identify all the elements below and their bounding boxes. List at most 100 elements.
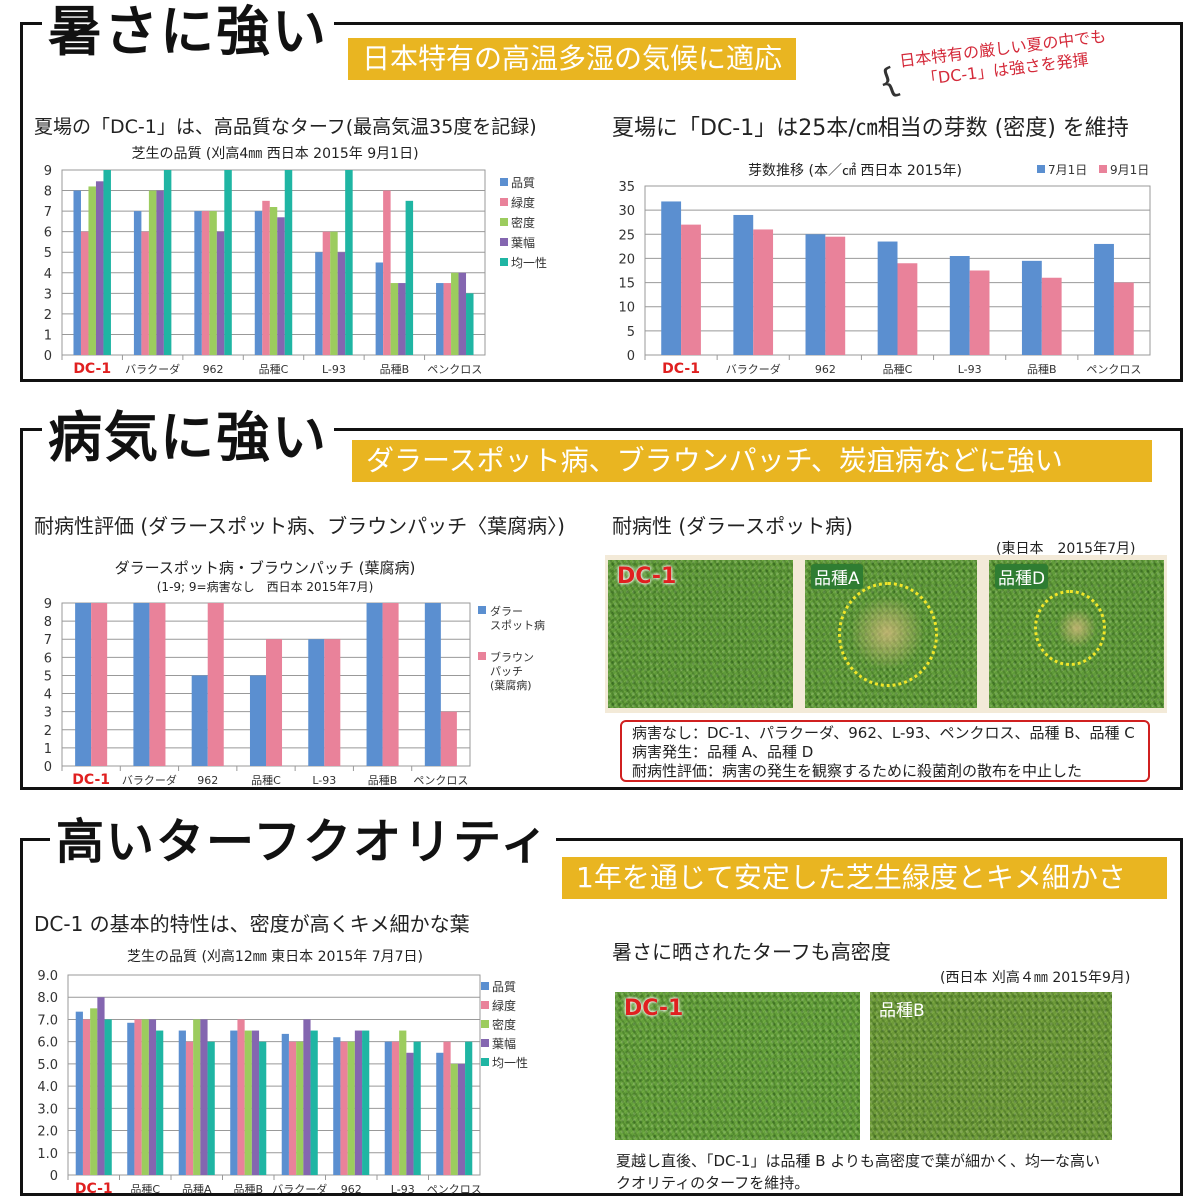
photo-label: DC-1 bbox=[617, 564, 677, 589]
x-tick-label: ペンクロス bbox=[427, 1183, 482, 1196]
bar-均一性 bbox=[310, 1030, 318, 1175]
turf-photo-variety-a: 品種A bbox=[805, 560, 977, 708]
x-tick-label: L-93 bbox=[312, 774, 336, 787]
bar-均一性 bbox=[259, 1041, 267, 1175]
y-tick-label: 3 bbox=[44, 706, 52, 721]
bar-9月1日 bbox=[753, 229, 774, 355]
y-tick-label: 4 bbox=[44, 267, 52, 282]
caption-line: 夏越し直後、「DC-1」は品種 B よりも高密度で葉が細かく、均一な高い bbox=[616, 1152, 1101, 1170]
bar-均一性 bbox=[362, 1030, 370, 1175]
bar-品質 bbox=[436, 283, 444, 355]
x-tick-label: バラクーダ bbox=[272, 1182, 327, 1196]
bar-ダラースポット病 bbox=[366, 603, 383, 766]
bar-9月1日 bbox=[825, 236, 846, 355]
bar-7月1日 bbox=[1021, 260, 1042, 355]
x-tick-label: 品種A bbox=[182, 1182, 212, 1196]
bar-緑度 bbox=[340, 1041, 348, 1175]
turf-photo-variety-d: 品種D bbox=[989, 560, 1164, 708]
x-tick-label: DC-1 bbox=[662, 361, 700, 377]
legend-label: 均一性 bbox=[492, 1056, 528, 1070]
legend-label: 葉幅 bbox=[511, 235, 535, 250]
bar-密度 bbox=[141, 1019, 149, 1175]
bar-葉幅 bbox=[216, 231, 225, 355]
result-line: 耐病性評価：病害の発生を観察するために殺菌剤の散布を中止した bbox=[632, 762, 1083, 780]
photo-label: 品種A bbox=[811, 564, 863, 589]
bar-7月1日 bbox=[661, 201, 682, 355]
bar-密度 bbox=[296, 1041, 304, 1175]
bar-葉幅 bbox=[251, 1030, 260, 1175]
bar-密度 bbox=[88, 186, 96, 355]
bar-品質 bbox=[333, 1037, 341, 1175]
banner-heat: 日本特有の高温多湿の気候に適応 bbox=[348, 38, 797, 80]
x-tick-label: バラクーダ bbox=[122, 773, 177, 787]
bar-品質 bbox=[375, 262, 384, 355]
y-tick-label: 9 bbox=[44, 164, 52, 179]
bar-緑度 bbox=[262, 200, 270, 355]
x-tick-label: 品種C bbox=[130, 1182, 160, 1196]
bar-品質 bbox=[315, 252, 323, 355]
bar-ブラウンパッチ(葉腐病) bbox=[440, 711, 457, 766]
y-tick-label: 4 bbox=[44, 688, 52, 703]
heading-left-disease: 耐病性評価 (ダラースポット病、ブラウンパッチ〈葉腐病〉) bbox=[34, 514, 565, 538]
bar-9月1日 bbox=[1113, 282, 1134, 355]
x-tick-label: 962 bbox=[203, 363, 224, 376]
bar-葉幅 bbox=[354, 1030, 363, 1175]
x-tick-label: 品種C bbox=[883, 362, 913, 376]
legend-label: 品質 bbox=[511, 175, 535, 190]
bar-ダラースポット病 bbox=[133, 603, 150, 766]
y-tick-label: 8.0 bbox=[37, 991, 58, 1006]
bar-均一性 bbox=[224, 170, 232, 355]
y-tick-label: 9 bbox=[44, 597, 52, 612]
y-tick-label: 5.0 bbox=[37, 1058, 58, 1073]
legend-label: 品質 bbox=[492, 979, 516, 994]
bar-品質 bbox=[73, 190, 81, 355]
bar-葉幅 bbox=[457, 1063, 466, 1175]
banner-quality: 1年を通じて安定した芝生緑度とキメ細かさ bbox=[562, 857, 1167, 899]
x-tick-label: 品種C bbox=[259, 362, 289, 376]
bar-葉幅 bbox=[337, 252, 346, 355]
legend-swatch bbox=[481, 1039, 489, 1047]
y-tick-label: 20 bbox=[618, 252, 635, 267]
bar-葉幅 bbox=[200, 1019, 208, 1175]
y-tick-label: 5 bbox=[627, 325, 635, 340]
bar-品質 bbox=[254, 211, 263, 355]
x-tick-label: 962 bbox=[815, 363, 836, 376]
bar-均一性 bbox=[413, 1041, 421, 1175]
x-tick-label: 品種B bbox=[233, 1182, 263, 1196]
result-line: 病害なし：DC-1、パラクーダ、962、L-93、ペンクロス、品種 B、品種 C bbox=[632, 724, 1135, 742]
y-tick-label: 2 bbox=[44, 724, 52, 739]
y-tick-label: 15 bbox=[618, 277, 635, 292]
bar-密度 bbox=[148, 190, 157, 355]
bar-密度 bbox=[390, 283, 399, 355]
legend-swatch bbox=[500, 238, 508, 246]
y-tick-label: 2 bbox=[44, 308, 52, 323]
disease-circle bbox=[1034, 590, 1106, 666]
legend-swatch bbox=[500, 218, 508, 226]
bar-緑度 bbox=[141, 231, 149, 355]
y-tick-label: 6 bbox=[44, 651, 52, 666]
bar-葉幅 bbox=[458, 272, 467, 355]
x-tick-label: 品種B bbox=[368, 773, 398, 787]
y-tick-label: 3 bbox=[44, 287, 52, 302]
bar-緑度 bbox=[443, 283, 452, 355]
bar-緑度 bbox=[391, 1041, 400, 1175]
chart-title: 芝生の品質 (刈高12㎜ 東日本 2015年 7月7日) bbox=[127, 949, 423, 965]
photo-note-disease: (東日本 2015年7月) bbox=[996, 541, 1136, 557]
chart-title: ダラースポット病・ブラウンパッチ (葉腐病) bbox=[114, 559, 416, 577]
result-line: 病害発生：品種 A、品種 D bbox=[632, 743, 814, 761]
y-tick-label: 30 bbox=[618, 204, 635, 219]
bar-均一性 bbox=[405, 200, 414, 355]
bar-7月1日 bbox=[949, 256, 970, 355]
bar-9月1日 bbox=[681, 224, 701, 355]
x-tick-label: ペンクロス bbox=[1086, 363, 1141, 376]
section-heat bbox=[20, 22, 1183, 382]
bar-7月1日 bbox=[1094, 243, 1114, 355]
legend-label: 葉幅 bbox=[492, 1036, 516, 1051]
heading-right-heat: 夏場に「DC-1」は25本/㎝相当の芽数 (密度) を維持 bbox=[612, 116, 1129, 141]
legend-label: 密度 bbox=[492, 1017, 516, 1032]
bar-密度 bbox=[269, 207, 278, 355]
bar-9月1日 bbox=[1041, 277, 1062, 355]
bar-ダラースポット病 bbox=[75, 603, 92, 766]
